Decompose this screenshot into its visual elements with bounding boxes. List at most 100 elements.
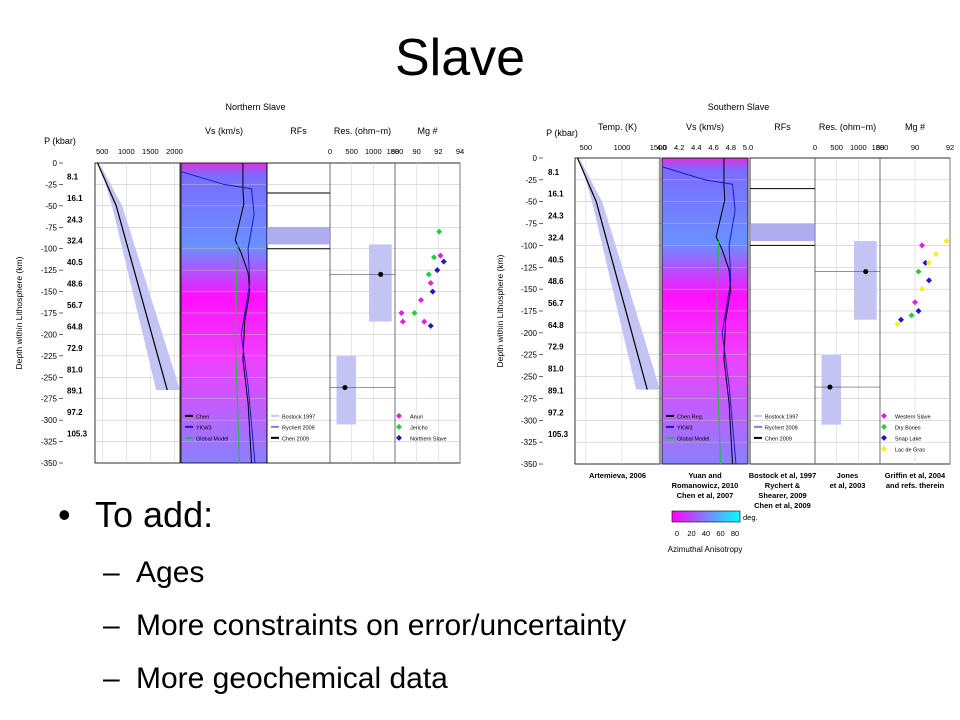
vs-curve (234, 244, 241, 464)
pressure-label: 40.5 (67, 258, 83, 267)
pressure-label: 89.1 (548, 386, 564, 395)
pressure-label: 97.2 (548, 408, 564, 417)
panel-tick-label: 92 (434, 147, 442, 156)
pressure-label: 8.1 (548, 168, 560, 177)
vs-curve (661, 166, 737, 465)
pressure-label: 56.7 (67, 301, 83, 310)
depth-tick-label: -50 (525, 198, 537, 207)
panel-tick-label: 4.8 (726, 143, 736, 152)
panel-header: Res. (ohm−m) (819, 122, 876, 132)
pressure-label: 24.3 (67, 215, 83, 224)
colorbar-label: Azimuthal Anisotropy (668, 545, 743, 554)
pressure-label: 64.8 (67, 322, 83, 331)
pressure-label: 24.3 (548, 212, 564, 221)
mg-point (933, 251, 939, 258)
colorbar-tick: 60 (716, 529, 724, 538)
depth-tick-label: -175 (521, 307, 538, 316)
legend-swatch (396, 423, 402, 430)
colorbar-tick: 80 (731, 529, 739, 538)
legend-label: Bostock 1997 (282, 414, 315, 420)
mg-point (915, 308, 922, 314)
mg-point (411, 310, 418, 316)
panel-tick-label: 4.4 (691, 143, 701, 152)
panel-caption: Jones (837, 471, 859, 480)
depth-tick-label: -300 (521, 416, 538, 425)
pressure-band (99, 163, 180, 391)
depth-tick-label: -25 (525, 176, 537, 185)
legend-label: Rychert 2009 (765, 425, 798, 431)
dash: – (103, 662, 120, 695)
depth-tick-label: -275 (521, 394, 538, 403)
pressure-label: 81.0 (67, 365, 83, 374)
mg-point (436, 228, 443, 235)
panel-caption: Rychert & (765, 481, 801, 490)
mg-point (440, 258, 447, 265)
legend-label: YKW3 (677, 425, 693, 431)
legend-swatch (881, 423, 887, 430)
panel-tick-label: 1500 (650, 143, 667, 152)
panel-tick-label: 90 (412, 147, 420, 156)
depth-tick-label: -175 (41, 309, 58, 318)
panel-tick-label: 1000 (614, 143, 631, 152)
rf-band (267, 227, 330, 245)
mg-point (943, 238, 950, 245)
vs-curve (234, 163, 253, 464)
depth-tick-label: -50 (45, 202, 57, 211)
panel-tick-label: 0 (813, 143, 817, 152)
mg-point (427, 322, 434, 329)
colorbar-tick: 20 (687, 529, 695, 538)
panel-tick-label: 94 (456, 147, 464, 156)
panel-frame (661, 157, 749, 465)
depth-tick-label: -150 (521, 285, 538, 294)
pressure-header: P (kbar) (44, 136, 76, 146)
pressure-label: 81.0 (548, 365, 564, 374)
panel-tick-label: 1000 (365, 147, 382, 156)
sub-bullet: More geochemical data (136, 662, 448, 695)
pressure-label: 97.2 (67, 408, 83, 417)
legend-label: YKW3 (196, 425, 212, 431)
depth-tick-label: -100 (521, 241, 538, 250)
legend-label: Chen Reg. (677, 414, 704, 420)
sub-bullet: More constraints on error/uncertainty (136, 609, 626, 642)
pressure-label: 16.1 (67, 194, 83, 203)
legend-swatch (396, 412, 402, 419)
panel-frame (94, 162, 181, 464)
legend-label: Snap Lake (895, 436, 921, 442)
pressure-band (579, 158, 660, 390)
depth-tick-label: -125 (41, 266, 58, 275)
panel-tick-label: 2000 (166, 147, 183, 156)
panel-tick-label: 0 (328, 147, 332, 156)
pressure-label: 8.1 (67, 172, 79, 181)
colorbar-tick: 40 (702, 529, 710, 538)
legend-label: Global Model (196, 436, 228, 442)
dash: – (103, 556, 120, 589)
panel-caption: Yuan and (688, 471, 722, 480)
res-dot (827, 384, 833, 390)
panel-tick-label: 4.6 (708, 143, 718, 152)
panel-caption: Shearer, 2009 (758, 491, 806, 500)
legend-swatch (881, 434, 887, 441)
panel-caption: and refs. therein (886, 481, 945, 490)
mg-point (915, 268, 922, 275)
depth-tick-label: -200 (521, 329, 538, 338)
legend-label: Chen (196, 414, 209, 420)
legend-label: Global Model (677, 436, 709, 442)
panel-caption: Bostock et al, 1997 (749, 471, 817, 480)
res-dot (378, 271, 384, 277)
mg-point (398, 310, 405, 316)
mg-point (919, 286, 925, 293)
panel-tick-label: 500 (345, 147, 358, 156)
depth-tick-label: -300 (41, 416, 58, 425)
panel-tick-label: 1500 (142, 147, 159, 156)
pressure-label: 32.4 (548, 233, 564, 242)
panel-tick-label: 90 (911, 143, 919, 152)
mg-point (894, 321, 901, 328)
pressure-label: 48.6 (67, 280, 83, 289)
mg-point (908, 312, 915, 319)
mg-point (434, 267, 441, 274)
pressure-label: 89.1 (67, 387, 83, 396)
mg-point (898, 316, 904, 323)
pressure-label: 105.3 (67, 430, 88, 439)
